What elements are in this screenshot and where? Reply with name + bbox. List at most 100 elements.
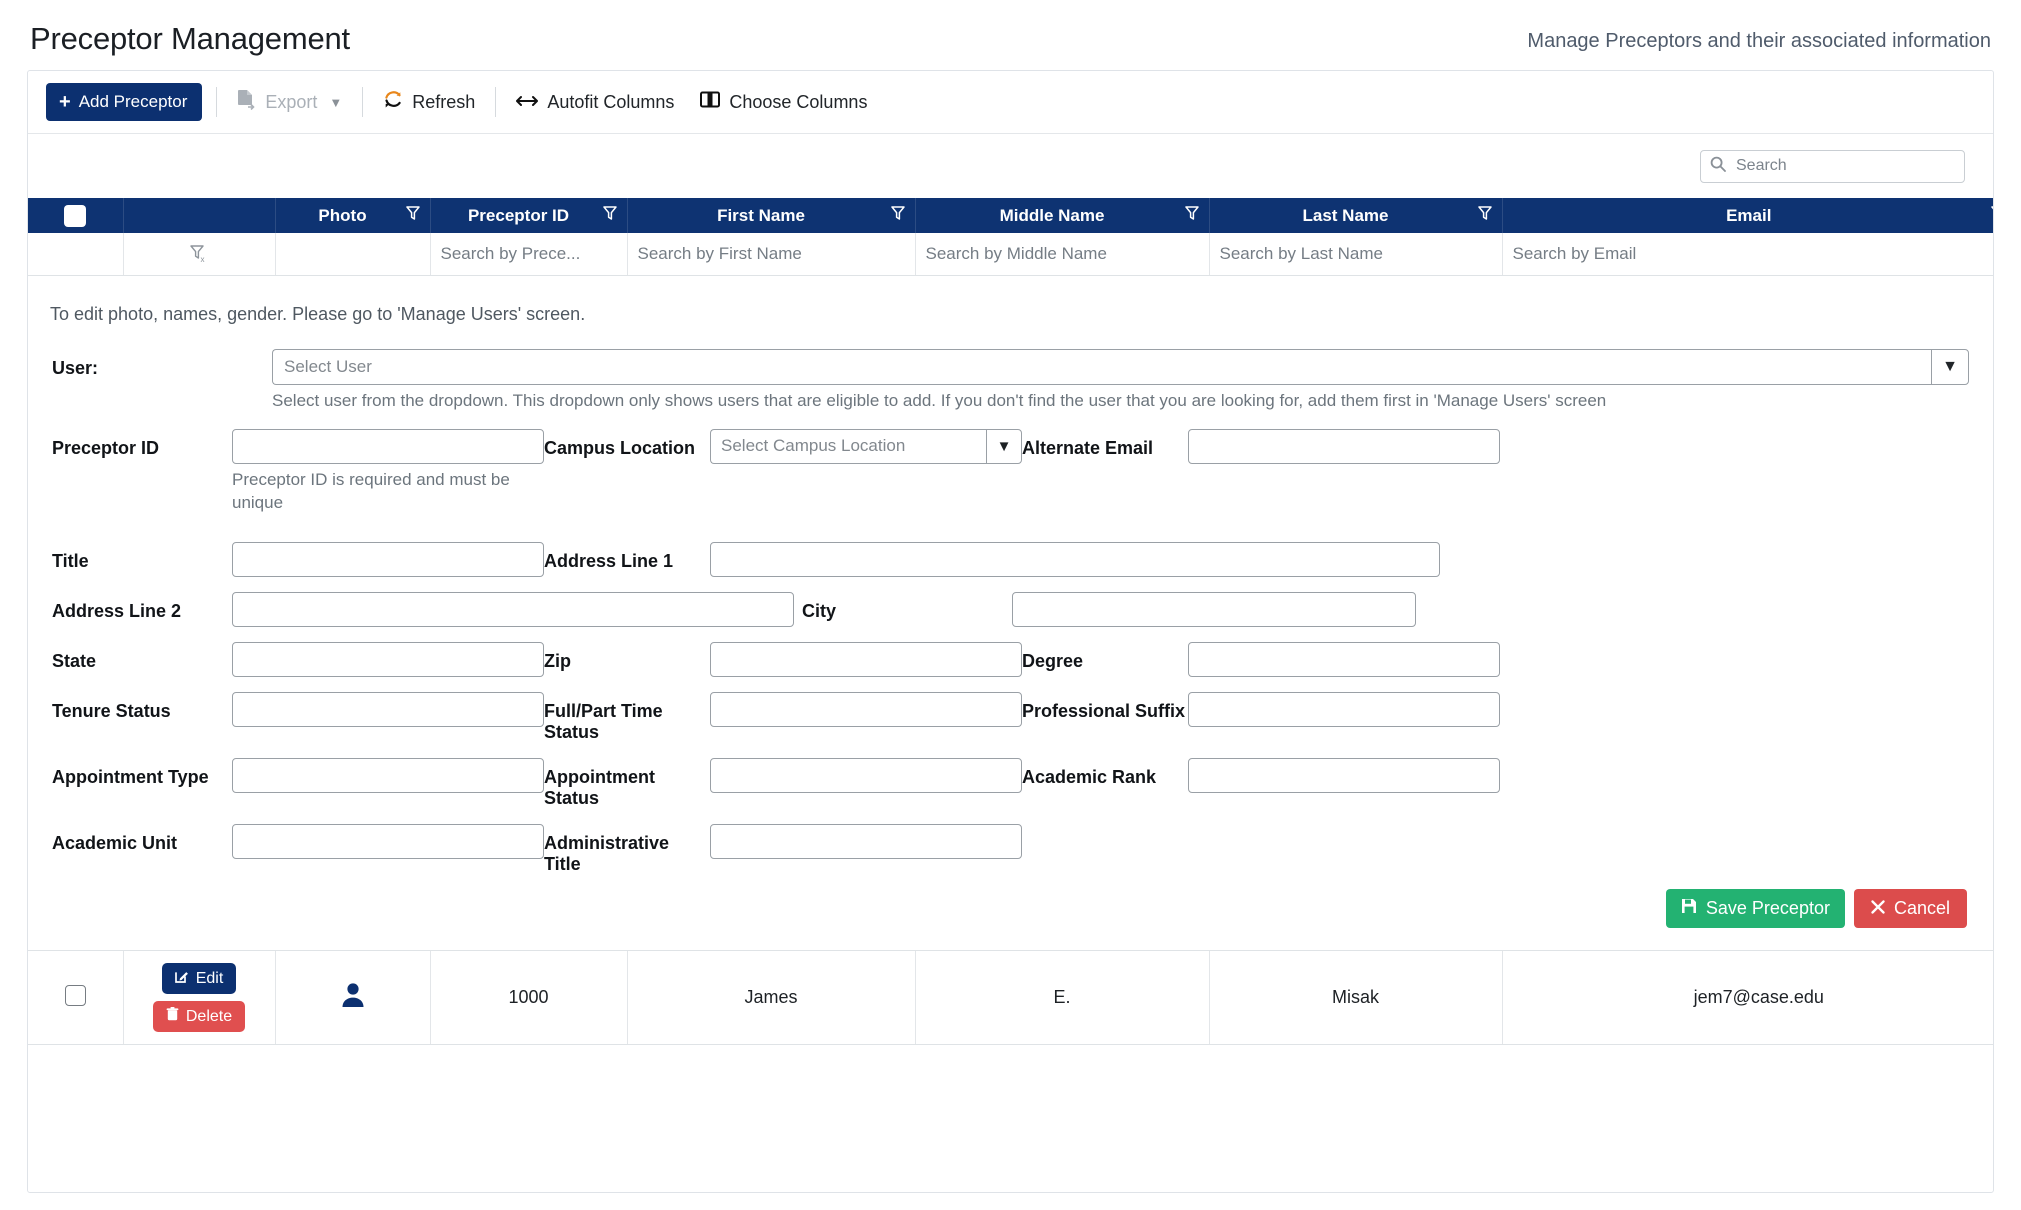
administrative-title-input[interactable] [710,824,1022,860]
filter-cell-photo [275,233,431,276]
degree-label: Degree [1022,651,1084,672]
filter-icon[interactable] [405,205,420,226]
campus-location-label: Campus Location [544,437,696,458]
export-button[interactable]: Export ▼ [231,85,348,119]
appointment-status-input[interactable] [710,758,1022,794]
city-input[interactable] [1012,592,1416,628]
form-row-user: User: Select User ▼ Select user from the… [28,348,1993,411]
column-header-email[interactable]: Email [1502,198,1993,234]
filter-input-first-name[interactable]: Search by First Name [627,233,916,276]
filter-input-preceptor-id[interactable]: Search by Prece... [430,233,628,276]
table-row[interactable]: Edit Delete 1000 James [28,951,1993,1045]
degree-input[interactable] [1188,642,1500,678]
filter-icon[interactable] [1477,205,1492,226]
tenure-status-input[interactable] [232,692,544,728]
choose-columns-button[interactable]: Choose Columns [694,87,873,117]
form-row-6: Appointment Type Appointment Status Acad… [28,758,1993,809]
professional-suffix-input[interactable] [1188,692,1500,728]
column-header-preceptor-id[interactable]: Preceptor ID [430,198,628,234]
search-input[interactable] [1734,156,1955,177]
row-first-name: James [627,951,916,1045]
toolbar-divider [362,87,364,118]
search-box[interactable] [1700,149,1965,183]
filter-icon[interactable] [890,205,905,226]
filter-icon[interactable] [1991,205,1993,226]
address-line-1-input[interactable] [710,542,1440,578]
academic-unit-input[interactable] [232,824,544,860]
campus-location-select[interactable]: Select Campus Location ▼ [710,428,1022,464]
choose-columns-label: Choose Columns [729,91,868,112]
delete-button[interactable]: Delete [152,1001,246,1033]
svg-text:x: x [200,255,204,264]
filter-input-middle-name[interactable]: Search by Middle Name [915,233,1210,276]
row-preceptor-id: 1000 [430,951,628,1045]
form-row-5: Tenure Status Full/Part Time Status Prof… [28,692,1993,743]
add-preceptor-button[interactable]: + Add Preceptor [46,83,203,122]
cancel-button[interactable]: Cancel [1853,889,1967,929]
row-select-cell[interactable] [28,951,124,1045]
tenure-status-label: Tenure Status [52,701,171,722]
column-header-last-name[interactable]: Last Name [1209,198,1503,234]
column-header-photo[interactable]: Photo [275,198,431,234]
preceptor-id-label: Preceptor ID [52,437,160,458]
user-label: User: [52,357,99,378]
search-icon [1710,156,1726,177]
preceptor-id-input[interactable] [232,428,544,464]
user-avatar-icon [338,980,368,1015]
column-header-middle-name[interactable]: Middle Name [915,198,1210,234]
user-select-value[interactable]: Select User [272,348,1931,385]
form-row-1: Preceptor ID Preceptor ID is required an… [28,428,1993,515]
page-subtitle: Manage Preceptors and their associated i… [1527,30,1991,53]
chevron-down-icon: ▼ [329,94,343,110]
pencil-square-icon [174,969,189,988]
refresh-button[interactable]: Refresh [377,86,481,119]
column-header-select-all[interactable] [28,198,124,234]
chevron-down-icon[interactable]: ▼ [1931,348,1969,385]
preceptor-edit-form: To edit photo, names, gender. Please go … [28,276,1993,952]
delete-label: Delete [185,1007,233,1025]
filter-clear-icon[interactable]: x [134,244,265,264]
filter-icon[interactable] [602,205,617,226]
appointment-type-input[interactable] [232,758,544,794]
trash-icon [166,1007,179,1026]
address-line-2-label: Address Line 2 [52,601,182,622]
autofit-columns-button[interactable]: Autofit Columns [510,88,680,117]
row-actions-cell: Edit Delete [123,951,276,1045]
save-preceptor-button[interactable]: Save Preceptor [1665,889,1845,929]
column-header-actions [123,198,276,234]
alternate-email-input[interactable] [1188,428,1500,464]
filter-cell-clear[interactable]: x [123,233,276,276]
state-input[interactable] [232,642,544,678]
address-line-2-input[interactable] [232,592,794,628]
grid-header-row: Photo Preceptor ID [28,198,1993,234]
filter-icon[interactable] [1184,205,1199,226]
refresh-label: Refresh [412,91,476,112]
campus-location-value[interactable]: Select Campus Location [710,428,986,464]
main-card: + Add Preceptor Export ▼ Refresh Autofit… [27,70,1994,1194]
column-header-middle-name-label: Middle Name [999,205,1105,225]
filter-input-email[interactable]: Search by Email [1502,233,1993,276]
row-last-name: Misak [1209,951,1503,1045]
select-all-checkbox[interactable] [64,204,87,227]
save-disk-icon [1681,898,1697,919]
column-header-last-name-label: Last Name [1302,205,1389,225]
full-part-time-status-input[interactable] [710,692,1022,728]
user-help-text: Select user from the dropdown. This drop… [272,390,1607,410]
appointment-type-label: Appointment Type [52,767,209,788]
row-email: jem7@case.edu [1502,951,1993,1045]
filter-input-last-name[interactable]: Search by Last Name [1209,233,1503,276]
chevron-down-icon[interactable]: ▼ [986,428,1022,464]
form-top-hint: To edit photo, names, gender. Please go … [50,303,586,324]
administrative-title-label: Administrative Title [544,833,670,875]
academic-rank-input[interactable] [1188,758,1500,794]
filter-cell-checkbox [28,233,124,276]
edit-button[interactable]: Edit [161,963,237,995]
column-header-first-name[interactable]: First Name [627,198,916,234]
row-checkbox[interactable] [64,984,86,1006]
toolbar-divider [495,87,497,118]
title-input[interactable] [232,542,544,578]
zip-input[interactable] [710,642,1022,678]
user-select[interactable]: Select User ▼ [272,348,1969,385]
grid-data-table: Edit Delete 1000 James [28,951,1993,1045]
column-header-preceptor-id-label: Preceptor ID [467,205,570,225]
